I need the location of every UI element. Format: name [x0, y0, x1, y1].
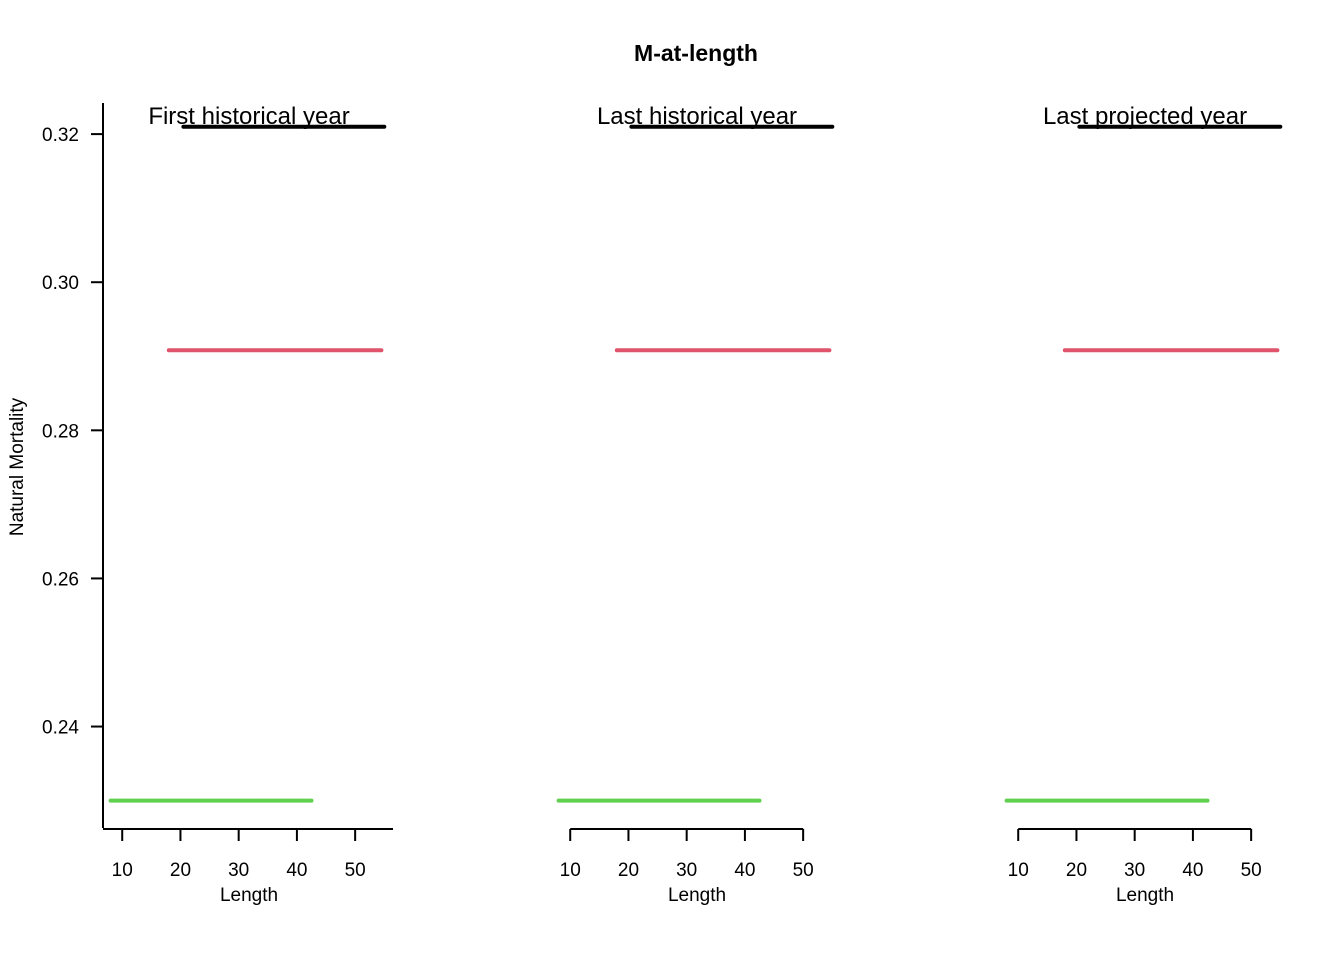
chart-title: M-at-length — [634, 40, 758, 66]
y-tick-label: 0.28 — [42, 421, 79, 442]
x-tick-label: 20 — [1066, 860, 1087, 881]
x-tick-label: 40 — [1182, 860, 1203, 881]
x-tick-label: 50 — [793, 860, 814, 881]
y-tick-label: 0.30 — [42, 273, 79, 294]
x-tick-label: 20 — [170, 860, 191, 881]
x-tick-label: 20 — [618, 860, 639, 881]
y-tick-label: 0.26 — [42, 569, 79, 590]
x-tick-label: 10 — [560, 860, 581, 881]
y-axis-title: Natural Mortality — [7, 397, 28, 536]
x-axis-title: Length — [668, 885, 726, 906]
x-tick-label: 30 — [676, 860, 697, 881]
x-axis-title: Length — [220, 885, 278, 906]
x-tick-label: 30 — [228, 860, 249, 881]
x-tick-label: 10 — [1008, 860, 1029, 881]
x-tick-label: 50 — [345, 860, 366, 881]
x-tick-label: 30 — [1124, 860, 1145, 881]
x-tick-label: 10 — [112, 860, 133, 881]
x-tick-label: 40 — [734, 860, 755, 881]
x-tick-label: 50 — [1241, 860, 1262, 881]
y-tick-label: 0.24 — [42, 718, 79, 739]
x-axis-title: Length — [1116, 885, 1174, 906]
y-tick-label: 0.32 — [42, 125, 79, 146]
x-tick-label: 40 — [286, 860, 307, 881]
y-axis: 0.24 0.26 0.28 0.30 0.32 — [42, 103, 104, 828]
